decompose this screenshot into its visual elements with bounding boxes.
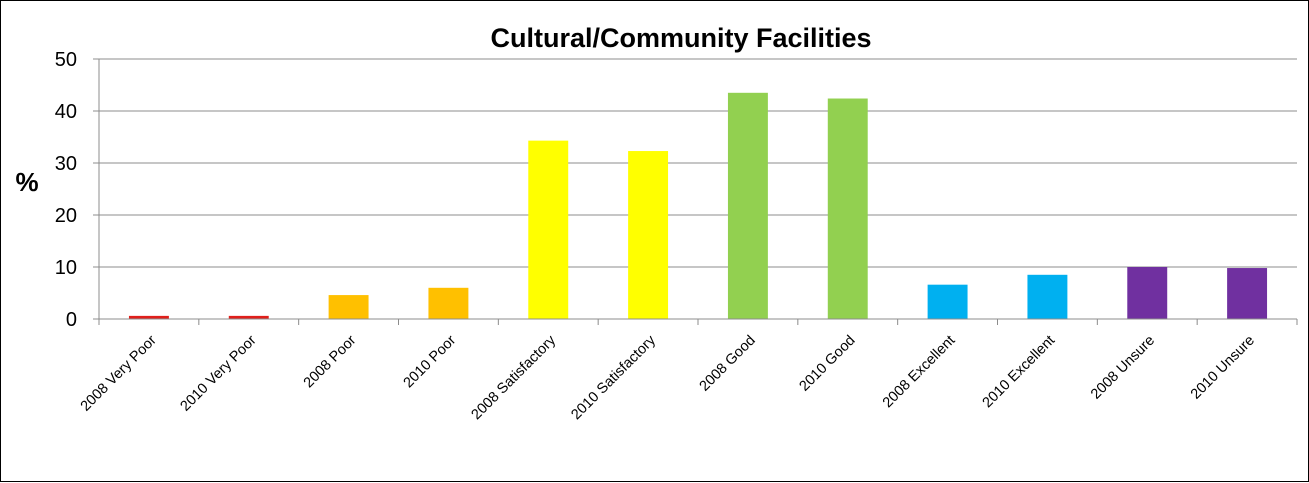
y-tick-label: 30 <box>55 153 77 175</box>
y-tick-label: 20 <box>55 205 77 227</box>
y-tick-label: 50 <box>55 49 77 71</box>
bar <box>1027 274 1068 319</box>
axes <box>98 59 1298 325</box>
x-tick-label: 2008 Excellent <box>880 333 959 412</box>
bar <box>528 140 569 319</box>
bar <box>128 315 169 319</box>
x-tick-label: 2010 Excellent <box>980 333 1059 412</box>
y-tick-label: 10 <box>55 257 77 279</box>
x-tick-labels: 2008 Very Poor 2010 Very Poor 2008 Poor 201… <box>78 332 1258 423</box>
y-axis-label: % <box>15 167 38 197</box>
x-tick-label: 2010 Good <box>797 333 859 395</box>
x-tick-label: 2010 Satisfactory <box>568 332 659 423</box>
bar <box>328 295 369 319</box>
bar <box>1127 267 1168 319</box>
x-tick-label: 2008 Poor <box>301 332 360 391</box>
x-tick-label: 2008 Good <box>697 333 759 395</box>
chart-title: Cultural/Community Facilities <box>490 23 871 53</box>
x-tick-label: 2010 Very Poor <box>178 332 260 414</box>
x-tick-label: 2008 Satisfactory <box>469 332 560 423</box>
x-tick-label: 2008 Very Poor <box>78 332 160 414</box>
y-tick-label: 0 <box>66 309 77 331</box>
gridlines <box>93 58 1297 320</box>
bar <box>628 151 669 319</box>
bar <box>1227 268 1268 319</box>
bar <box>927 284 968 319</box>
bar <box>727 92 768 319</box>
x-tick-label: 2010 Poor <box>401 332 460 391</box>
bar <box>428 287 469 319</box>
bars <box>128 92 1268 320</box>
y-tick-labels: 0 10 20 30 40 50 <box>55 49 77 331</box>
x-tick-label: 2010 Unsure <box>1188 333 1258 403</box>
bar <box>228 315 269 319</box>
bar <box>827 98 868 320</box>
y-tick-label: 40 <box>55 101 77 123</box>
x-tick-label: 2008 Unsure <box>1088 333 1158 403</box>
